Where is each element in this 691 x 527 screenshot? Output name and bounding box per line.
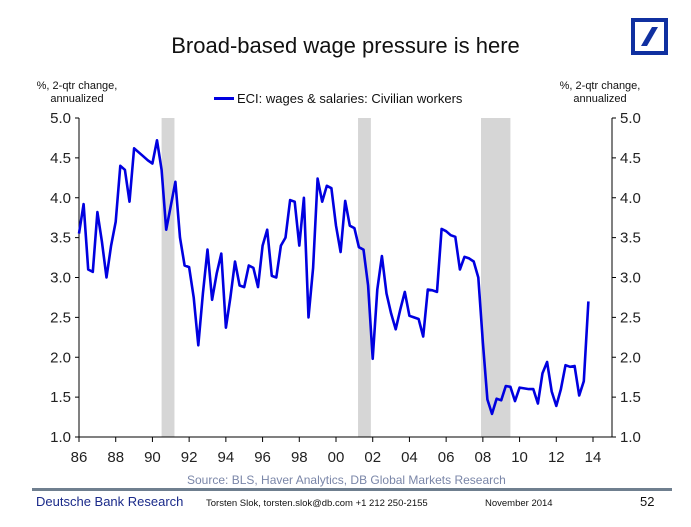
y-tick-label-left: 4.0 — [50, 190, 71, 207]
y-tick-label-left: 1.0 — [50, 429, 71, 446]
left-axis-unit-label: %, 2-qtr change, annualized — [36, 80, 118, 105]
x-tick-label: 92 — [181, 449, 198, 466]
page-number: 52 — [640, 494, 655, 509]
source-note: Source: BLS, Haver Analytics, DB Global … — [187, 473, 506, 487]
y-tick-label-left: 4.5 — [50, 150, 71, 167]
legend-label: ECI: wages & salaries: Civilian workers — [237, 91, 463, 106]
recession-bar — [161, 118, 175, 437]
x-tick-label: 10 — [511, 449, 528, 466]
series-line-eci-wages — [77, 139, 590, 416]
y-tick-label-right: 4.5 — [620, 150, 641, 167]
y-tick-label-right: 1.5 — [620, 389, 641, 406]
footer-date: November 2014 — [485, 498, 553, 509]
y-tick-label-right: 2.5 — [620, 309, 641, 326]
y-tick-label-right: 4.0 — [620, 190, 641, 207]
footer-org: Deutsche Bank Research — [36, 494, 184, 509]
y-tick-label-right: 1.0 — [620, 429, 641, 446]
legend: ECI: wages & salaries: Civilian workers — [214, 91, 462, 106]
chart-title: Broad-based wage pressure is here — [171, 33, 520, 58]
y-tick-label-right: 3.5 — [620, 230, 641, 247]
y-tick-label-right: 2.0 — [620, 349, 641, 366]
x-tick-label: 00 — [328, 449, 345, 466]
y-tick-label-left: 2.5 — [50, 309, 71, 326]
x-tick-label: 96 — [254, 449, 271, 466]
x-tick-label: 98 — [291, 449, 308, 466]
y-tick-label-right: 3.0 — [620, 270, 641, 287]
deutsche-bank-logo-icon — [631, 18, 668, 55]
y-tick-label-left: 3.5 — [50, 230, 71, 247]
x-tick-label: 94 — [218, 449, 235, 466]
footer-divider — [32, 488, 672, 491]
recession-bar — [358, 118, 371, 437]
right-axis-unit-label: %, 2-qtr change, annualized — [559, 80, 641, 105]
x-tick-label: 06 — [438, 449, 455, 466]
x-tick-label: 02 — [364, 449, 381, 466]
y-tick-label-left: 1.5 — [50, 389, 71, 406]
y-tick-label-right: 5.0 — [620, 110, 641, 127]
y-tick-label-left: 5.0 — [50, 110, 71, 127]
footer-author: Torsten Slok, torsten.slok@db.com +1 212… — [206, 498, 428, 509]
logo-slash-icon — [641, 27, 658, 46]
x-tick-label: 86 — [71, 449, 88, 466]
x-tick-label: 12 — [548, 449, 565, 466]
x-tick-label: 90 — [144, 449, 161, 466]
x-tick-label: 08 — [475, 449, 492, 466]
x-tick-label: 14 — [585, 449, 602, 466]
y-tick-label-left: 3.0 — [50, 270, 71, 287]
legend-swatch — [214, 97, 234, 100]
y-tick-label-left: 2.0 — [50, 349, 71, 366]
x-tick-label: 88 — [107, 449, 124, 466]
x-tick-label: 04 — [401, 449, 418, 466]
